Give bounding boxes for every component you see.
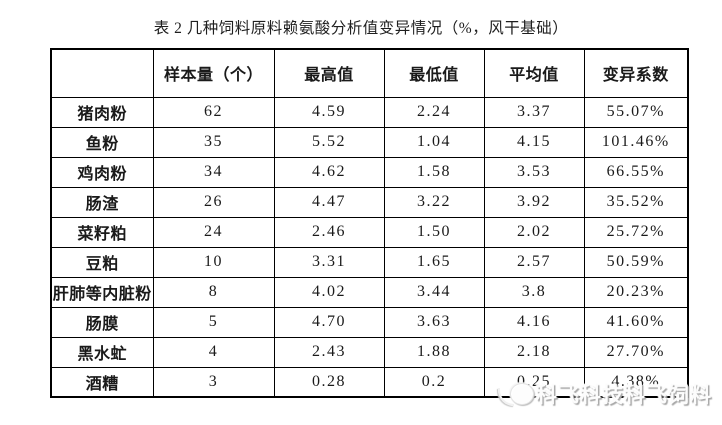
cell-min: 0.2 [383,366,485,398]
cell-sample-count: 35 [152,126,275,158]
cell-mean: 4.15 [483,126,585,158]
cell-sample-count: 8 [152,276,275,308]
cell-max: 0.28 [273,366,385,398]
cell-max: 5.52 [273,126,385,158]
cell-mean: 2.18 [483,336,585,368]
cell-min: 2.24 [383,96,485,128]
cell-sample-count: 3 [152,366,275,398]
row-label: 猪肉粉 [50,96,154,128]
cell-mean: 2.02 [483,216,585,248]
cell-cv: 4.38% [583,366,689,398]
cell-mean: 2.57 [483,246,585,278]
cell-mean: 3.37 [483,96,585,128]
table-row: 鱼粉 35 5.52 1.04 4.15 101.46% [50,126,689,158]
cell-cv: 66.55% [583,156,689,188]
row-label: 豆粕 [50,246,154,278]
row-label: 菜籽粕 [50,216,154,248]
cell-sample-count: 5 [152,306,275,338]
header-mean-value: 平均值 [483,48,585,98]
cell-max: 4.70 [273,306,385,338]
row-label: 酒糟 [50,366,154,398]
cell-sample-count: 34 [152,156,275,188]
cell-cv: 101.46% [583,126,689,158]
cell-max: 2.43 [273,336,385,368]
table-row: 菜籽粕 24 2.46 1.50 2.02 25.72% [50,216,689,248]
lysine-variation-table: 样本量（个） 最高值 最低值 平均值 变异系数 猪肉粉 62 4.59 2.24… [50,48,689,398]
cell-max: 4.47 [273,186,385,218]
row-label: 鸡肉粉 [50,156,154,188]
header-cv: 变异系数 [583,48,689,98]
header-min-value: 最低值 [383,48,485,98]
table-header-row: 样本量（个） 最高值 最低值 平均值 变异系数 [50,48,689,98]
cell-max: 2.46 [273,216,385,248]
row-label: 肝肺等内脏粉 [50,276,154,308]
cell-mean: 4.16 [483,306,585,338]
table-row: 肝肺等内脏粉 8 4.02 3.44 3.8 20.23% [50,276,689,308]
row-label: 肠渣 [50,186,154,218]
cell-max: 4.02 [273,276,385,308]
table-row: 猪肉粉 62 4.59 2.24 3.37 55.07% [50,96,689,128]
cell-sample-count: 10 [152,246,275,278]
cell-min: 3.22 [383,186,485,218]
cell-sample-count: 4 [152,336,275,368]
cell-mean: 0.25 [483,366,585,398]
table-title: 表 2 几种饲料原料赖氨酸分析值变异情况（%，风干基础） [153,20,569,37]
cell-sample-count: 26 [152,186,275,218]
cell-cv: 25.72% [583,216,689,248]
table-row: 鸡肉粉 34 4.62 1.58 3.53 66.55% [50,156,689,188]
cell-min: 1.88 [383,336,485,368]
cell-min: 3.63 [383,306,485,338]
header-empty-cell [50,48,154,98]
cell-cv: 27.70% [583,336,689,368]
table-row: 黑水虻 4 2.43 1.88 2.18 27.70% [50,336,689,368]
table-row: 肠膜 5 4.70 3.63 4.16 41.60% [50,306,689,338]
table-row: 肠渣 26 4.47 3.22 3.92 35.52% [50,186,689,218]
cell-cv: 50.59% [583,246,689,278]
header-max-value: 最高值 [273,48,385,98]
cell-mean: 3.92 [483,186,585,218]
header-sample-count: 样本量（个） [152,48,275,98]
cell-min: 1.04 [383,126,485,158]
cell-sample-count: 62 [152,96,275,128]
row-label: 黑水虻 [50,336,154,368]
cell-cv: 35.52% [583,186,689,218]
cell-min: 1.50 [383,216,485,248]
cell-sample-count: 24 [152,216,275,248]
cell-min: 3.44 [383,276,485,308]
cell-cv: 20.23% [583,276,689,308]
cell-cv: 55.07% [583,96,689,128]
row-label: 鱼粉 [50,126,154,158]
cell-max: 4.62 [273,156,385,188]
table-row: 酒糟 3 0.28 0.2 0.25 4.38% [50,366,689,398]
cell-min: 1.58 [383,156,485,188]
cell-mean: 3.8 [483,276,585,308]
cell-max: 3.31 [273,246,385,278]
cell-mean: 3.53 [483,156,585,188]
cell-cv: 41.60% [583,306,689,338]
cell-min: 1.65 [383,246,485,278]
table-row: 豆粕 10 3.31 1.65 2.57 50.59% [50,246,689,278]
cell-max: 4.59 [273,96,385,128]
row-label: 肠膜 [50,306,154,338]
